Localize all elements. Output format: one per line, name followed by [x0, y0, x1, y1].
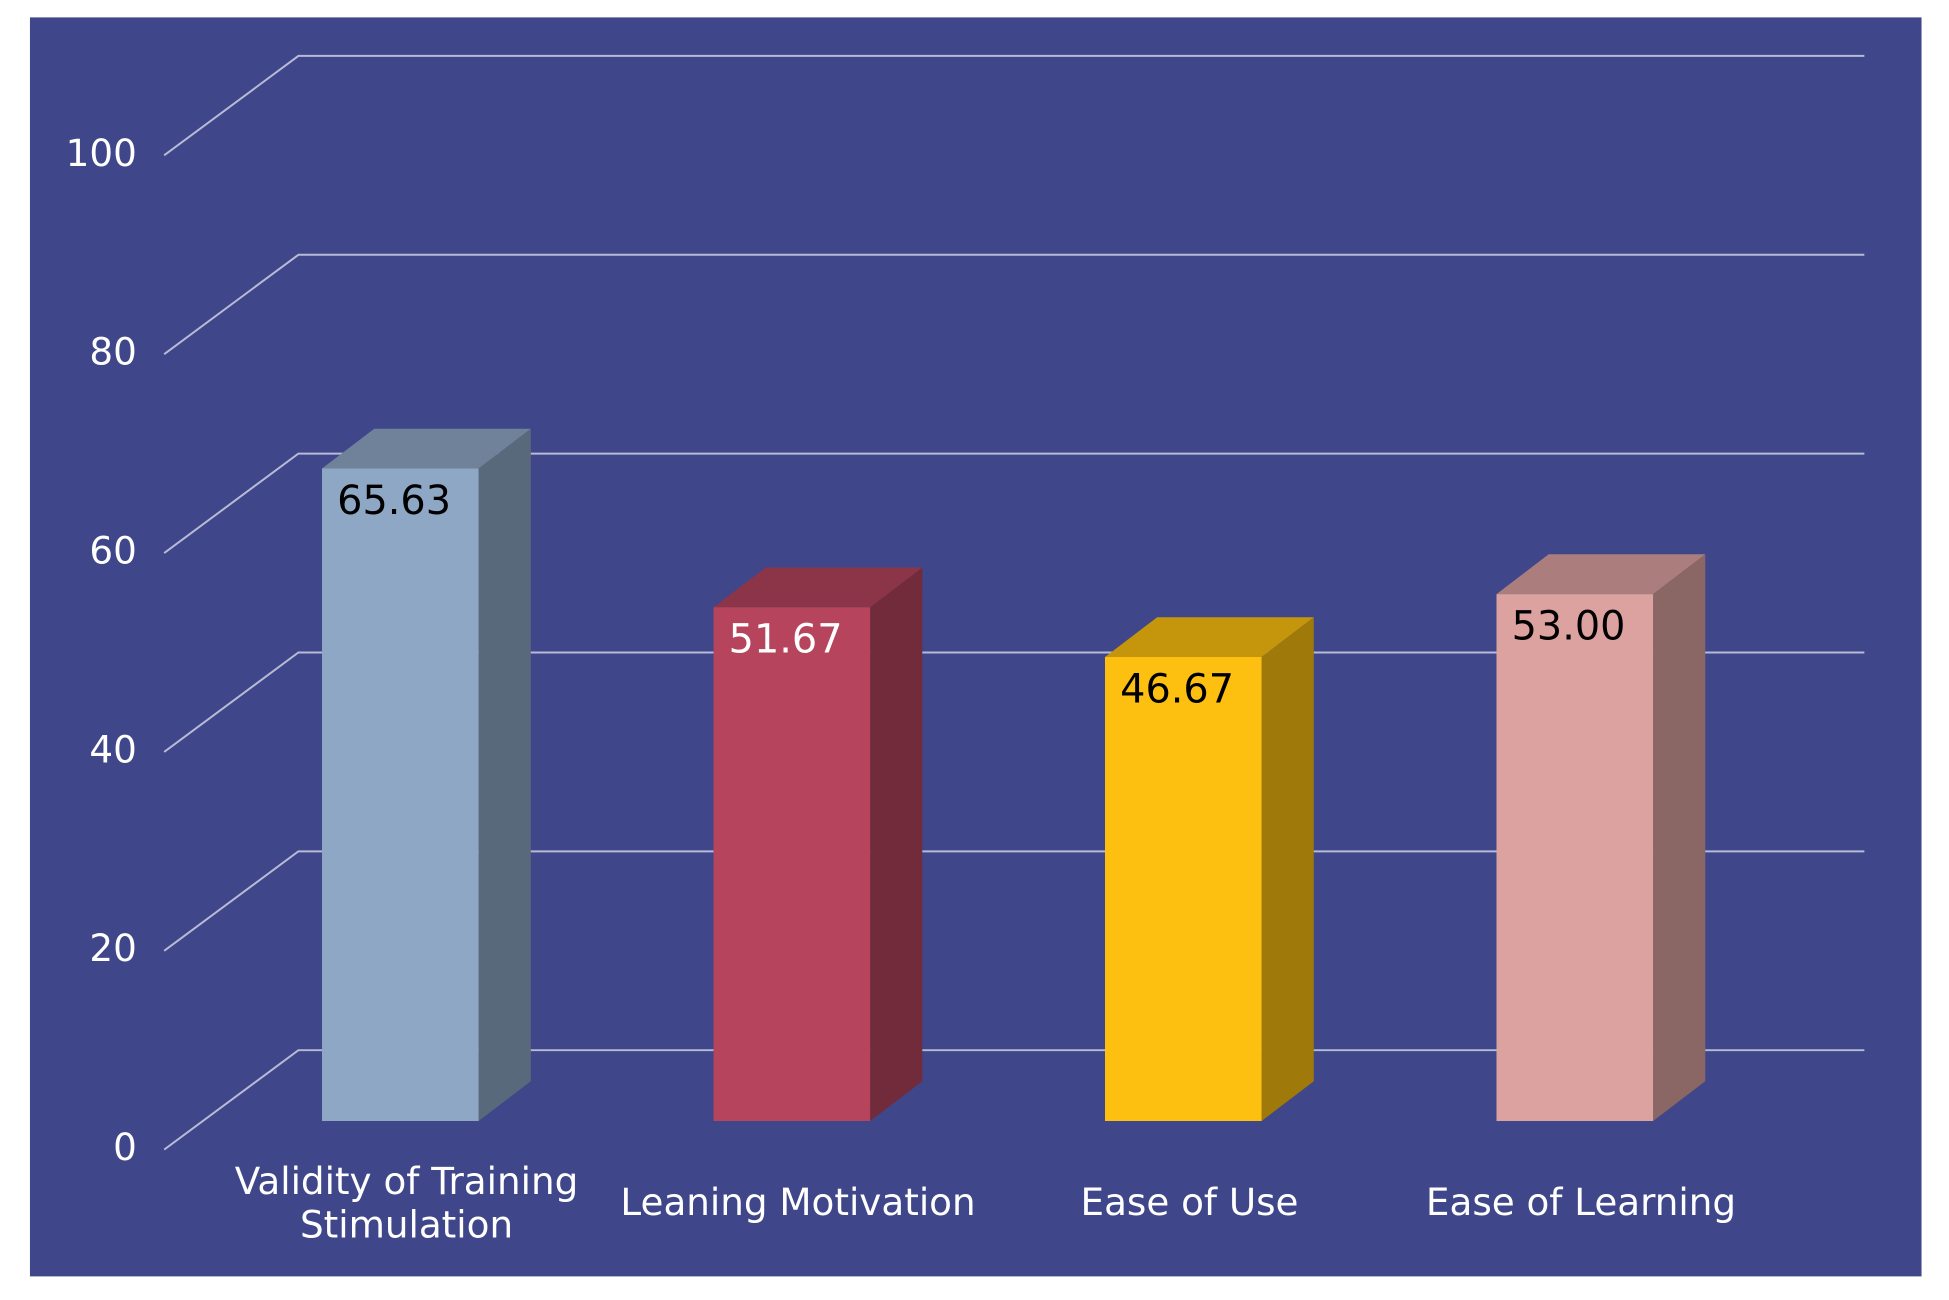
bar	[1104, 617, 1314, 1122]
bar-side	[1261, 617, 1314, 1122]
value-label: 65.63	[337, 478, 451, 524]
x-tick-label: Ease of Use	[1081, 1180, 1299, 1224]
y-tick-label: 40	[89, 727, 136, 771]
x-tick-label: Leaning Motivation	[620, 1180, 975, 1224]
grid-line	[163, 651, 1865, 753]
bar-front	[322, 468, 479, 1122]
y-tick-label: 100	[66, 131, 137, 175]
bar-front	[1496, 594, 1654, 1122]
grid-line	[163, 850, 1865, 952]
grid-line	[163, 1049, 1865, 1151]
bar-side	[870, 567, 923, 1122]
value-label: 51.67	[729, 617, 843, 663]
grid-line	[163, 253, 1865, 356]
bar-top	[322, 428, 531, 469]
x-tick-label: Validity of Training Stimulation	[235, 1159, 578, 1246]
grid-line	[163, 54, 1865, 157]
y-tick-label: 80	[89, 330, 136, 374]
bar-top	[1496, 554, 1706, 595]
grid-line	[163, 452, 1865, 554]
value-label: 53.00	[1512, 603, 1626, 649]
bar	[713, 567, 923, 1122]
bar-front	[713, 607, 871, 1122]
y-tick-label: 20	[89, 926, 136, 970]
value-label: 46.67	[1120, 666, 1234, 712]
bar-side	[1653, 554, 1706, 1122]
bar-top	[713, 567, 923, 608]
bar-front	[1104, 657, 1262, 1122]
bar-top	[1104, 617, 1314, 658]
y-tick-label: 0	[113, 1125, 137, 1169]
bar	[1496, 554, 1706, 1122]
x-tick-label: Ease of Learning	[1426, 1180, 1736, 1224]
bar-side	[478, 428, 531, 1122]
y-tick-label: 60	[89, 529, 136, 573]
bar	[322, 428, 531, 1122]
